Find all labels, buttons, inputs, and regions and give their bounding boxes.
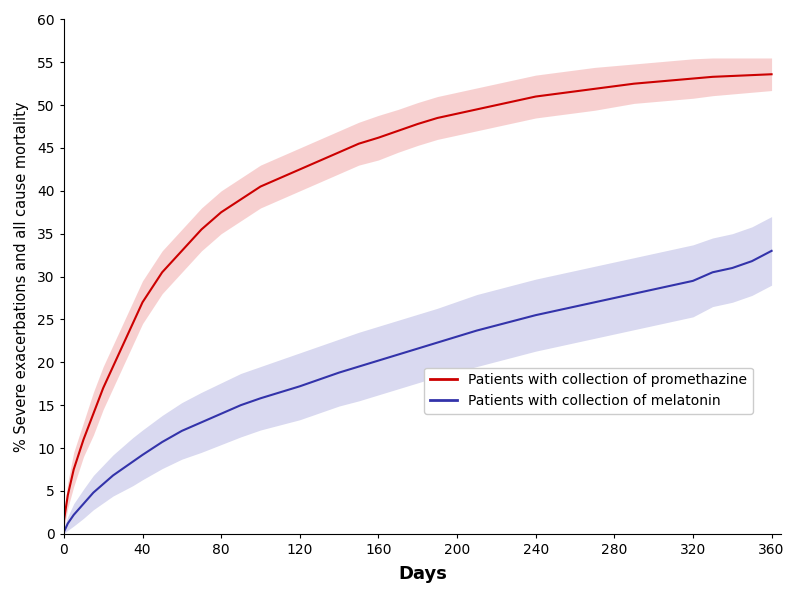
Legend: Patients with collection of promethazine, Patients with collection of melatonin: Patients with collection of promethazine…: [424, 368, 753, 414]
Y-axis label: % Severe exacerbations and all cause mortality: % Severe exacerbations and all cause mor…: [14, 101, 29, 452]
X-axis label: Days: Days: [398, 565, 447, 583]
